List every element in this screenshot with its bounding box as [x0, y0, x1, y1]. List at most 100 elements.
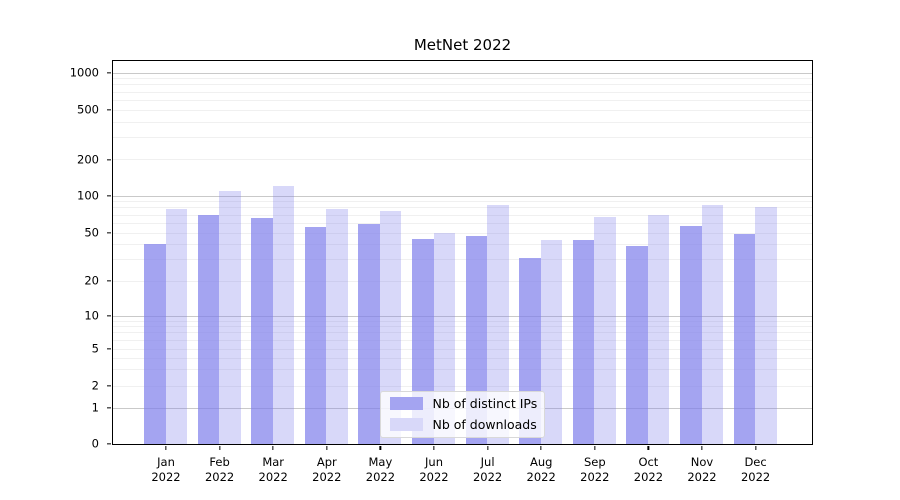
y-tick [106, 443, 111, 445]
bar-nb-of-distinct-ips-feb-2022 [197, 214, 220, 444]
bar-nb-of-distinct-ips-jan-2022 [144, 244, 166, 444]
grid-line-minor [112, 357, 812, 359]
legend-item-nb-of-distinct-ips: Nb of distinct IPs [389, 396, 544, 411]
x-tick-label: Apr 2022 [312, 454, 342, 485]
grid-line-minor [112, 332, 812, 334]
y-tick [106, 195, 111, 197]
bar-nb-of-distinct-ips-dec-2022 [733, 233, 756, 444]
bar-nb-of-distinct-ips-oct-2022 [626, 245, 648, 444]
y-tick-label: 5 [91, 341, 99, 356]
y-tick [106, 72, 111, 74]
grid-line-minor [112, 78, 812, 80]
bar-nb-of-distinct-ips-may-2022 [358, 223, 380, 444]
y-tick-label: 2 [91, 378, 99, 393]
x-tick [272, 445, 274, 450]
bar-nb-of-distinct-ips-sep-2022 [572, 240, 595, 444]
legend-swatch [389, 397, 423, 410]
x-tick-label: May 2022 [365, 454, 396, 485]
x-tick-label: Nov 2022 [687, 454, 717, 485]
y-tick-label: 50 [84, 225, 99, 240]
y-tick-label: 200 [77, 152, 99, 167]
bar-nb-of-downloads-sep-2022 [594, 216, 616, 444]
legend-swatch [389, 418, 423, 431]
bar-nb-of-distinct-ips-apr-2022 [304, 227, 327, 444]
grid-line-minor [112, 244, 812, 246]
grid-line-major [112, 72, 812, 74]
grid-line-minor [112, 109, 812, 111]
x-axis: Jan 2022 Feb 2022 Mar 2022 Apr 2022 May 2022 Jun 20… [113, 445, 812, 496]
x-tick-label: Feb 2022 [204, 454, 235, 485]
x-tick-label: Dec 2022 [740, 454, 771, 485]
bar-nb-of-downloads-dec-2022 [755, 207, 777, 444]
y-tick [106, 315, 111, 317]
y-tick [106, 280, 111, 282]
y-tick [106, 348, 111, 350]
grid-line-minor [112, 280, 812, 282]
chart-title: MetNet 2022 [413, 36, 512, 54]
x-tick-label: Jul 2022 [472, 454, 503, 485]
grid-line-minor [112, 339, 812, 341]
y-tick-label: 20 [84, 273, 99, 288]
y-tick [106, 158, 111, 161]
x-tick [165, 445, 167, 450]
y-tick-label: 1000 [69, 65, 99, 80]
bar-nb-of-downloads-may-2022 [379, 210, 402, 444]
bar-nb-of-downloads-jul-2022 [487, 205, 509, 444]
y-tick-label: 1 [91, 400, 99, 415]
x-tick [326, 445, 328, 450]
grid-line-minor [112, 99, 812, 101]
y-tick-label: 100 [77, 188, 99, 203]
x-tick-label: Mar 2022 [258, 454, 288, 485]
grid-line-minor [112, 91, 812, 93]
y-axis: 0 1 2 5 10 20 50 100 200 500 1000 [0, 61, 111, 451]
x-tick [486, 445, 489, 450]
grid-line-major [112, 195, 812, 197]
grid-line-minor [112, 326, 812, 328]
y-tick [106, 232, 111, 234]
x-tick [701, 445, 703, 450]
legend-label: Nb of distinct IPs [432, 396, 538, 411]
y-tick [106, 109, 111, 111]
x-tick [379, 445, 382, 450]
grid-line-minor [112, 320, 812, 322]
bar-nb-of-downloads-nov-2022 [701, 204, 723, 444]
x-tick-label: Jan 2022 [151, 454, 181, 485]
grid-line-minor [112, 137, 812, 139]
x-tick [540, 445, 542, 450]
x-tick [594, 445, 596, 450]
grid-line-minor [112, 385, 812, 387]
grid-line-minor [112, 348, 812, 350]
x-tick [754, 445, 757, 450]
bar-nb-of-downloads-apr-2022 [326, 208, 348, 444]
grid-line-major [112, 315, 812, 317]
grid-line-minor [112, 121, 812, 123]
grid-line-minor [112, 207, 812, 209]
grid-line-minor [112, 159, 812, 160]
bar-nb-of-distinct-ips-nov-2022 [680, 225, 702, 444]
plot-area: Nb of distinct IPs Nb of downloads [111, 59, 813, 445]
grid-line-minor [112, 222, 812, 224]
grid-line-minor [112, 369, 812, 371]
x-tick [433, 445, 435, 450]
legend-item-nb-of-downloads: Nb of downloads [389, 417, 544, 432]
bar-nb-of-downloads-feb-2022 [219, 191, 241, 444]
legend-label: Nb of downloads [432, 417, 537, 432]
y-tick-label: 500 [77, 102, 99, 117]
grid-line-minor [112, 259, 812, 261]
y-tick-label: 0 [91, 436, 99, 451]
bar-nb-of-downloads-aug-2022 [540, 240, 563, 444]
bar-nb-of-downloads-jan-2022 [165, 208, 187, 444]
grid-line-minor [112, 232, 812, 234]
x-tick-label: Sep 2022 [580, 454, 610, 485]
legend: Nb of distinct IPs Nb of downloads [379, 390, 545, 438]
bar-nb-of-downloads-mar-2022 [272, 185, 295, 444]
x-tick-label: Oct 2022 [633, 454, 664, 485]
bar-nb-of-downloads-oct-2022 [647, 214, 670, 444]
y-tick [106, 407, 111, 409]
x-tick-label: Aug 2022 [526, 454, 556, 485]
grid-line-minor [112, 214, 812, 216]
y-tick-label: 10 [84, 308, 99, 323]
grid-line-minor [112, 201, 812, 203]
x-tick [218, 445, 221, 450]
